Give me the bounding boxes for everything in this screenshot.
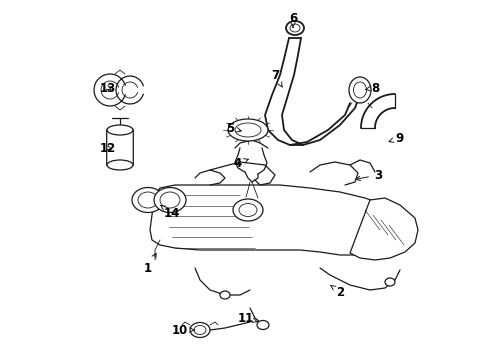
Ellipse shape (385, 278, 395, 286)
Ellipse shape (228, 119, 268, 141)
Text: 6: 6 (289, 12, 297, 27)
Ellipse shape (349, 77, 371, 103)
Text: 11: 11 (238, 311, 257, 324)
Polygon shape (150, 185, 405, 255)
Text: 12: 12 (100, 141, 116, 154)
Ellipse shape (290, 24, 300, 32)
FancyBboxPatch shape (107, 130, 133, 165)
Ellipse shape (160, 192, 180, 208)
Ellipse shape (107, 125, 133, 135)
Polygon shape (350, 198, 418, 260)
Ellipse shape (257, 320, 269, 329)
Text: 10: 10 (172, 324, 194, 337)
Text: 3: 3 (356, 168, 382, 181)
Ellipse shape (220, 291, 230, 299)
Ellipse shape (138, 192, 158, 208)
Text: 13: 13 (100, 81, 116, 95)
Text: 7: 7 (271, 68, 282, 87)
Text: 5: 5 (226, 122, 241, 135)
Ellipse shape (239, 203, 257, 216)
Ellipse shape (132, 188, 164, 212)
Text: 4: 4 (234, 157, 248, 170)
Ellipse shape (154, 188, 186, 212)
Text: 1: 1 (144, 253, 156, 275)
Ellipse shape (286, 21, 304, 35)
Ellipse shape (107, 160, 133, 170)
Ellipse shape (353, 82, 367, 98)
Text: 8: 8 (365, 81, 379, 95)
Ellipse shape (233, 199, 263, 221)
Ellipse shape (235, 123, 261, 137)
Text: 9: 9 (389, 131, 404, 144)
Ellipse shape (190, 323, 210, 338)
Text: 2: 2 (331, 285, 344, 298)
Ellipse shape (194, 325, 206, 334)
Text: 14: 14 (161, 206, 180, 220)
